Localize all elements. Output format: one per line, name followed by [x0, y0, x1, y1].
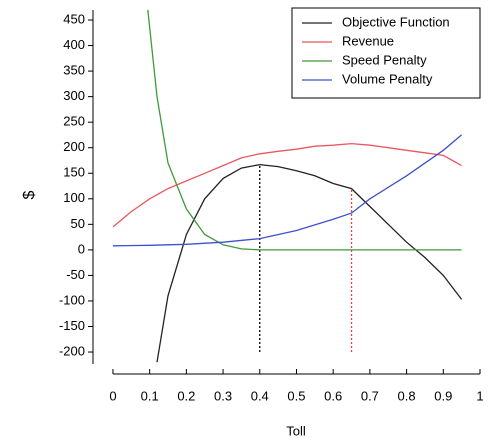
y-tick-label: 300: [63, 88, 85, 103]
x-tick-label: 0.2: [177, 388, 195, 403]
x-tick-label: 0.3: [214, 388, 232, 403]
plot-area: [112, 9, 463, 363]
x-tick-label: 0.7: [361, 388, 379, 403]
y-tick-label: 0: [78, 241, 85, 256]
legend-label: Speed Penalty: [342, 52, 427, 67]
x-tick-label: 0: [109, 388, 116, 403]
y-tick-label: -50: [66, 267, 85, 282]
x-tick-label: 0.9: [434, 388, 452, 403]
y-tick-label: 200: [63, 139, 85, 154]
legend-label: Objective Function: [342, 14, 450, 29]
y-tick-label: -150: [59, 318, 85, 333]
x-tick-label: 0.4: [251, 388, 269, 403]
y-tick-label: 50: [71, 216, 85, 231]
series-line: [147, 9, 462, 251]
y-tick-label: 350: [63, 63, 85, 78]
x-axis-label: Toll: [286, 423, 306, 438]
y-axis-label: $: [21, 190, 38, 199]
legend-label: Volume Penalty: [342, 71, 433, 86]
y-tick-label: -200: [59, 343, 85, 358]
x-tick-label: 0.8: [398, 388, 416, 403]
series-line: [156, 163, 463, 363]
y-tick-label: 150: [63, 165, 85, 180]
series-line: [112, 134, 463, 247]
x-tick-label: 0.1: [141, 388, 159, 403]
y-tick-label: 100: [63, 190, 85, 205]
y-tick-label: 450: [63, 11, 85, 26]
y-tick-label: 400: [63, 37, 85, 52]
x-tick-label: 1: [476, 388, 483, 403]
x-tick-label: 0.6: [324, 388, 342, 403]
legend-label: Revenue: [342, 33, 394, 48]
x-tick-label: 0.5: [287, 388, 305, 403]
y-tick-label: -100: [59, 292, 85, 307]
series-line: [112, 142, 462, 228]
y-tick-label: 250: [63, 114, 85, 129]
